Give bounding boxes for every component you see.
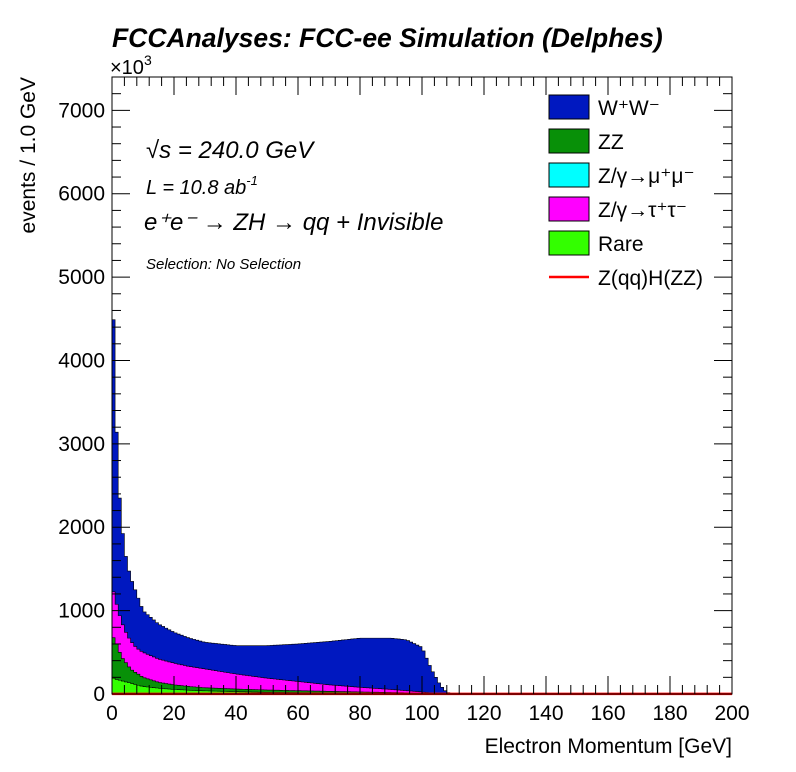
- legend-swatch: [548, 162, 590, 188]
- legend-label: W⁺W⁻: [598, 97, 660, 120]
- y-tick-label: 3000: [58, 433, 105, 456]
- x-tick-label: 40: [224, 702, 247, 725]
- x-tick-label: 180: [652, 702, 687, 725]
- legend-swatch: [548, 128, 590, 154]
- y-tick-label: 2000: [58, 516, 105, 539]
- x-tick-label: 0: [106, 702, 118, 725]
- legend-label: ZZ: [598, 131, 624, 154]
- legend-swatch: [548, 196, 590, 222]
- x-tick-label: 140: [528, 702, 563, 725]
- x-tick-label: 100: [404, 702, 439, 725]
- x-axis-label: Electron Momentum [GeV]: [485, 735, 732, 758]
- legend: W⁺W⁻ ZZ Z/γ→μ⁺μ⁻ Z/γ→τ⁺τ⁻ Rare Z(qq)H(ZZ): [548, 94, 703, 290]
- x-tick-label: 200: [714, 702, 749, 725]
- annotation-luminosity: L = 10.8 ab-1: [146, 173, 258, 199]
- y-tick-label: 1000: [58, 600, 105, 623]
- legend-label: Z/γ→τ⁺τ⁻: [598, 199, 687, 222]
- y-tick-label: 5000: [58, 266, 105, 289]
- stack-wwbar: [111, 319, 733, 695]
- y-axis-label: events / 1.0 GeV: [17, 77, 40, 233]
- y-tick-label: 0: [93, 683, 105, 706]
- annotation-selection: Selection: No Selection: [146, 256, 301, 273]
- x-tick-label: 120: [466, 702, 501, 725]
- legend-swatch: [548, 230, 590, 256]
- y-tick-label: 4000: [58, 349, 105, 372]
- x-tick-label: 80: [348, 702, 371, 725]
- x-tick-label: 20: [162, 702, 185, 725]
- y-tick-label: 7000: [58, 99, 105, 122]
- annotation-sqrt-s: √s = 240.0 GeV: [146, 137, 315, 164]
- legend-label: Z/γ→μ⁺μ⁻: [598, 165, 695, 188]
- legend-label: Rare: [598, 233, 644, 256]
- annotation-process: e⁺e⁻ → ZH → qq + Invisible: [144, 209, 443, 236]
- y-tick-label: 6000: [58, 183, 105, 206]
- chart-title: FCCAnalyses: FCC-ee Simulation (Delphes): [112, 23, 663, 53]
- x-tick-label: 60: [286, 702, 309, 725]
- y-exponent-label: ×103: [110, 52, 152, 79]
- histogram-stacks: [111, 319, 733, 695]
- axis-ticks: 0 20 40 60 80 100 120 140 160 180 2000100020003000…: [58, 76, 750, 725]
- x-tick-label: 160: [590, 702, 625, 725]
- legend-label: Z(qq)H(ZZ): [598, 267, 703, 290]
- legend-swatch: [548, 94, 590, 120]
